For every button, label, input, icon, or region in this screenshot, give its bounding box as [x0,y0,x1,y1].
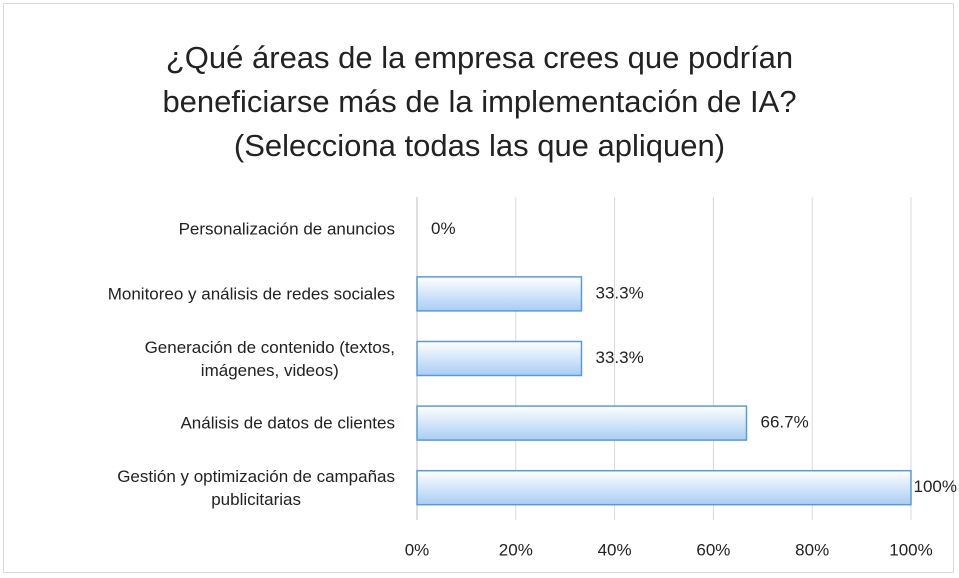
bar [416,469,912,506]
x-tick-label: 80% [795,540,829,559]
y-tick-label: Generación de contenido (textos, imágene… [144,337,395,380]
y-tick-label: Análisis de datos de clientes [180,413,395,433]
y-tick-label: Gestión y optimización de campañas publi… [117,466,395,509]
bar [416,340,583,377]
chart-border [3,3,954,573]
bar [416,276,583,312]
y-tick-label: Monitoreo y análisis de redes sociales [107,284,395,304]
x-tick-label: 100% [889,540,932,559]
bar [416,405,748,441]
chart-title: ¿Qué áreas de la empresa crees que podrí… [162,40,797,163]
value-label: 100% [914,477,957,496]
value-label: 33.3% [596,283,644,302]
x-tick-label: 0% [405,540,430,559]
x-tick-label: 60% [696,540,730,559]
value-label: 66.7% [760,413,808,432]
value-label: 33.3% [596,348,644,367]
x-tick-label: 20% [499,540,533,559]
y-tick-label: Personalización de anuncios [178,219,395,239]
value-label: 0% [431,219,456,238]
x-tick-label: 40% [598,540,632,559]
